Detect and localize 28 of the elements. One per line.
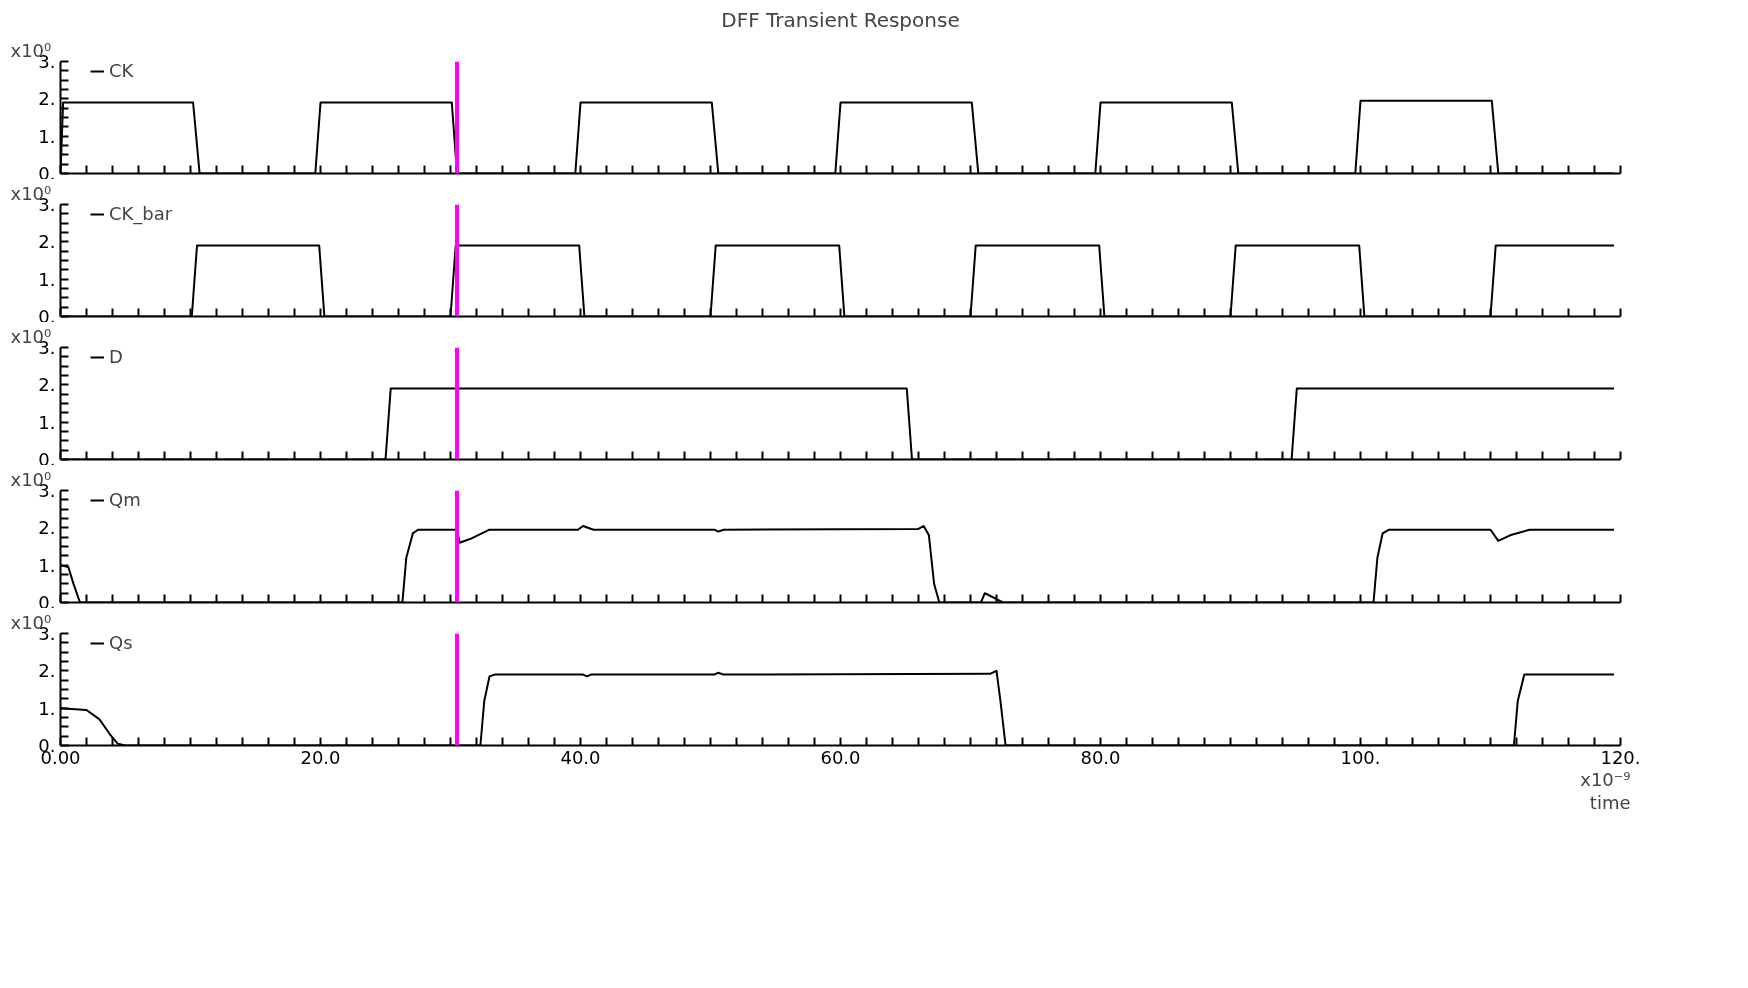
x-tick-label: 60.0 [820, 746, 861, 768]
x-tick-label: 80.0 [1080, 746, 1121, 768]
y-tick-label: 2. [38, 88, 56, 110]
y-tick-label: 0. [38, 305, 56, 327]
y-tick-label: 2. [38, 374, 56, 396]
y-tick-label: 1. [38, 411, 56, 433]
legend-label: D [109, 346, 124, 367]
legend-label: CK_bar [109, 203, 173, 224]
x-tick-label: 120. [1600, 746, 1641, 768]
y-tick-label: 2. [38, 660, 56, 682]
x-axis-title: time [1589, 791, 1631, 813]
y-tick-label: 2. [38, 517, 56, 539]
y-tick-label: 1. [38, 125, 56, 147]
y-tick-label: 0. [38, 162, 56, 184]
y-tick-label: 1. [38, 697, 56, 719]
chart-title: DFF Transient Response [721, 7, 960, 32]
x-tick-label: 20.0 [300, 746, 341, 768]
y-tick-label: 1. [38, 268, 56, 290]
legend-label: Qs [109, 632, 133, 653]
legend-label: Qm [109, 489, 141, 510]
y-tick-label: 0. [38, 448, 56, 470]
x-tick-label: 100. [1340, 746, 1381, 768]
x-tick-label: 40.0 [560, 746, 601, 768]
y-tick-label: 1. [38, 554, 56, 576]
y-tick-label: 0. [38, 591, 56, 613]
legend-label: CK [109, 60, 134, 81]
y-tick-label: 2. [38, 231, 56, 253]
text: x10⁻⁹ [1580, 768, 1631, 790]
